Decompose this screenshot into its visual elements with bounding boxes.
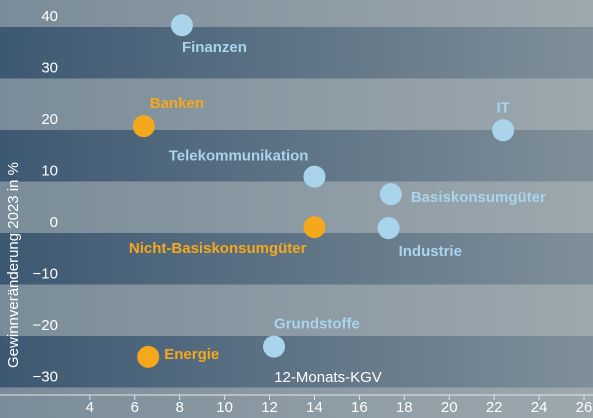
y-tick-label: −10 — [33, 265, 58, 282]
band — [0, 284, 593, 336]
x-tick-label: 14 — [306, 399, 323, 416]
point-label: Energie — [164, 346, 219, 363]
band — [0, 335, 593, 388]
x-tick-label: 22 — [486, 399, 503, 416]
y-tick-label: −30 — [33, 368, 58, 385]
y-tick-label: 40 — [41, 8, 58, 25]
y-axis-label: Gewinnveränderung 2023 in % — [5, 162, 22, 368]
x-tick-label: 18 — [396, 399, 413, 416]
point-label: Basiskonsumgüter — [411, 189, 546, 206]
point — [303, 216, 326, 239]
point — [170, 14, 193, 37]
x-tick-label: 4 — [86, 399, 94, 416]
band — [0, 26, 593, 79]
point-label: IT — [496, 99, 509, 116]
point — [377, 217, 400, 240]
x-axis-label: 12-Monats-KGV — [274, 369, 382, 386]
point-label: Grundstoffe — [274, 316, 360, 333]
x-tick-label: 16 — [351, 399, 368, 416]
point-label: Telekommunikation — [169, 148, 309, 165]
point-label: Finanzen — [182, 39, 247, 56]
x-tick-label: 10 — [216, 399, 233, 416]
x-tick-label: 8 — [176, 399, 184, 416]
point — [263, 335, 286, 358]
x-tick-label: 12 — [261, 399, 278, 416]
x-tick-label: 24 — [531, 399, 548, 416]
point — [132, 115, 155, 138]
x-tick-label: 6 — [131, 399, 139, 416]
point-label: Nicht-Basiskonsumgüter — [129, 240, 307, 257]
point — [137, 345, 160, 368]
x-tick-label: 26 — [576, 399, 593, 416]
band — [0, 181, 593, 233]
y-tick-label: 30 — [41, 59, 58, 76]
y-tick-label: 0 — [50, 214, 58, 231]
point — [303, 165, 326, 188]
point-label: Banken — [150, 95, 204, 112]
y-tick-label: −20 — [33, 317, 58, 334]
point — [492, 119, 515, 142]
x-tick-label: 20 — [441, 399, 458, 416]
band — [0, 78, 593, 130]
point — [379, 183, 402, 206]
point-label: Industrie — [399, 243, 462, 260]
y-tick-label: 20 — [41, 111, 58, 128]
band — [0, 129, 593, 182]
y-tick-label: 10 — [41, 162, 58, 179]
band — [0, 232, 593, 285]
